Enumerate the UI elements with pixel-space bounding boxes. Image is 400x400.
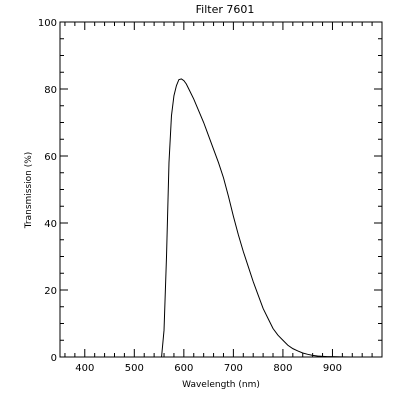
chart-title: Filter 7601 [196,3,255,16]
x-tick-label: 900 [323,363,342,374]
x-axis-label: Wavelength (nm) [182,380,260,390]
y-tick-label: 100 [38,18,57,29]
ticks-layer: 400 500 600 700 800 900 0 20 40 60 80 100 [38,18,382,374]
transmission-curve [60,78,382,358]
x-tick-label: 800 [273,363,292,374]
y-tick-label: 0 [51,353,57,364]
x-tick-label: 700 [224,363,243,374]
y-tick-label: 40 [44,219,57,230]
y-tick-label: 80 [44,85,57,96]
x-tick-label: 400 [75,363,94,374]
y-tick-label: 20 [44,286,57,297]
x-tick-label: 600 [174,363,193,374]
x-tick-label: 500 [125,363,144,374]
plot-frame [59,21,383,358]
y-axis-label: Transmission (%) [24,152,34,230]
y-tick-label: 60 [44,152,57,163]
